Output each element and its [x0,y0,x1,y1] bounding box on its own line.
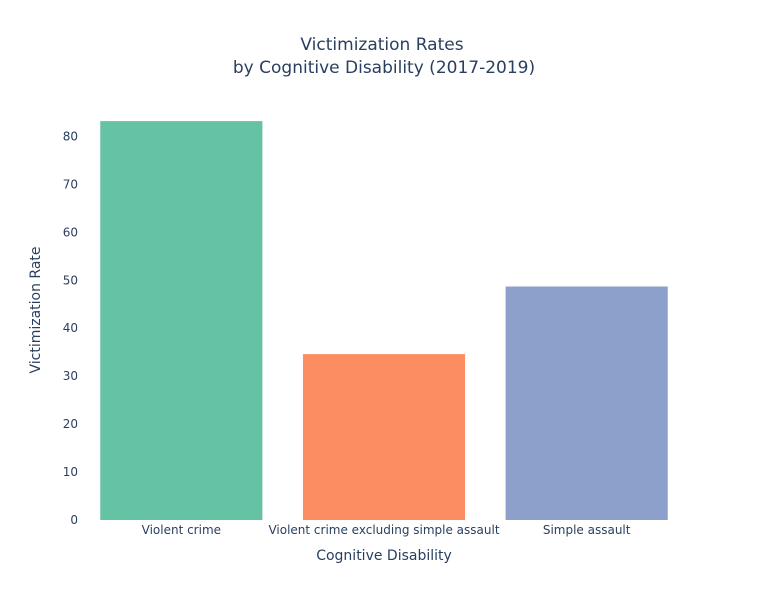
x-tick-label: Violent crime excluding simple assault [268,523,499,537]
x-axis-title: Cognitive Disability [316,548,452,564]
bar-3 [505,286,668,520]
bar-1 [100,121,263,521]
y-tick-label: 60 [63,225,78,239]
y-tick-label: 80 [63,129,78,143]
bars-group [100,121,668,521]
y-tick-label: 40 [63,321,78,335]
x-tick-label: Violent crime [142,523,221,537]
y-tick-label: 50 [63,273,78,287]
y-axis-title: Victimization Rate [28,246,44,373]
y-tick-label: 0 [70,513,78,527]
chart-subtitle: by Cognitive Disability (2017-2019) [233,58,535,78]
y-axis-ticks: 0 10 20 30 40 50 60 70 80 [63,129,78,527]
bar-2 [302,354,466,520]
x-axis-ticks: Violent crime Violent crime excluding sim… [142,523,631,537]
y-tick-label: 20 [63,417,78,431]
x-tick-label: Simple assault [543,523,631,537]
y-tick-label: 10 [63,465,78,479]
y-tick-label: 30 [63,369,78,383]
y-tick-label: 70 [63,177,78,191]
chart-title: Victimization Rates [300,35,463,55]
